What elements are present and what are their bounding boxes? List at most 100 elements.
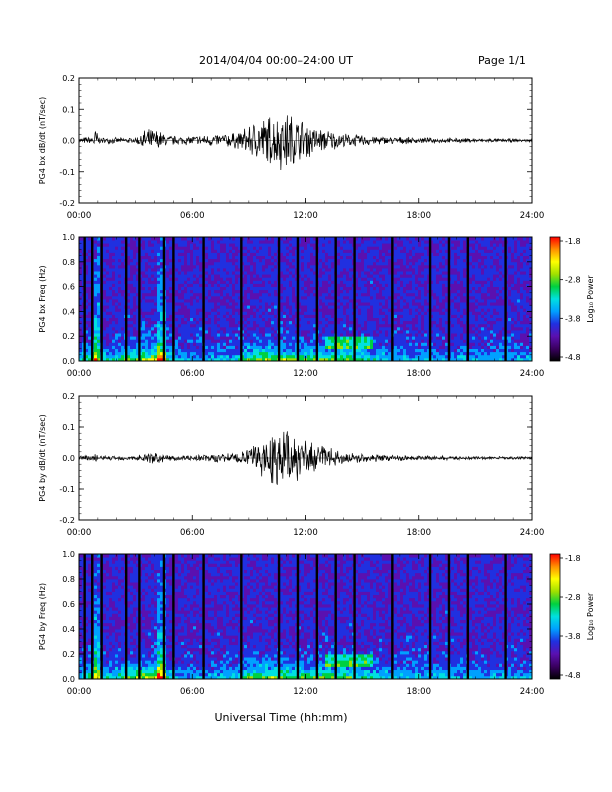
spectrogram-cell <box>181 354 185 359</box>
spectrogram-cell <box>118 280 122 284</box>
spectrogram-cell <box>118 243 122 247</box>
spectrogram-cell <box>130 295 134 300</box>
spectrogram-cell <box>361 295 365 300</box>
spectrogram-cell <box>439 243 443 247</box>
spectrogram-cell <box>226 348 230 353</box>
spectrogram-cell <box>190 292 194 297</box>
spectrogram-cell <box>148 357 152 362</box>
spectrogram-cell <box>283 339 287 343</box>
spectrogram-cell <box>259 258 263 263</box>
spectrogram-cell <box>151 308 155 312</box>
spectrogram-cell <box>421 339 425 343</box>
spectrogram-cell <box>178 323 182 328</box>
spectrogram-cell <box>289 289 293 294</box>
spectrogram-cell <box>415 274 419 278</box>
spectrogram-cell <box>394 280 398 284</box>
spectrogram-cell <box>244 299 248 303</box>
spectrogram-cell <box>121 299 125 303</box>
spectrogram-cell <box>286 308 290 312</box>
spectrogram-cell <box>346 243 350 247</box>
spectrogram-cell <box>166 311 170 315</box>
spectrogram-cell <box>388 317 392 322</box>
spectrogram-cell <box>403 333 407 337</box>
spectrogram-cell <box>226 283 230 287</box>
spectrogram-cell <box>424 289 428 294</box>
spectrogram-cell <box>85 255 89 260</box>
spectrogram-cell <box>343 240 347 244</box>
spectrogram-cell <box>382 299 386 303</box>
spectrogram-cell <box>244 277 248 281</box>
spectrogram-cell <box>385 330 389 334</box>
spectrogram-cell <box>328 308 332 312</box>
spectrogram-cell <box>85 258 89 263</box>
spectrogram-cell <box>184 308 188 312</box>
spectrogram-cell <box>421 305 425 309</box>
spectrogram-cell <box>256 357 260 362</box>
spectrogram-cell <box>430 308 434 312</box>
spectrogram-cell <box>415 283 419 287</box>
spectrogram-cell <box>199 258 203 263</box>
spectrogram-cell <box>412 357 416 362</box>
spectrogram-cell <box>268 261 272 266</box>
spectrogram-cell <box>142 317 146 322</box>
spectrogram-cell <box>310 357 314 362</box>
spectrogram-cell <box>379 308 383 312</box>
spectrogram-cell <box>304 264 308 269</box>
spectrogram-cell <box>256 320 260 325</box>
spectrogram-cell <box>388 243 392 247</box>
spectrogram-cell <box>109 268 113 272</box>
spectrogram-cell <box>232 246 236 250</box>
spectrogram-cell <box>115 252 119 256</box>
spectrogram-cell <box>127 299 131 303</box>
spectrogram-cell <box>145 243 149 247</box>
spectrogram-cell <box>253 308 257 312</box>
spectrogram-cell <box>340 243 344 247</box>
spectrogram-cell <box>121 330 125 334</box>
spectrogram-cell <box>133 237 137 241</box>
spectrogram-cell <box>415 295 419 300</box>
spectrogram-cell <box>421 249 425 253</box>
spectrogram-cell <box>340 323 344 328</box>
spectrogram-cell <box>436 258 440 263</box>
spectrogram-cell <box>238 342 242 346</box>
spectrogram-cell <box>181 330 185 334</box>
spectrogram-cell <box>148 302 152 306</box>
spectrogram-cell <box>295 302 299 306</box>
spectrogram-cell <box>253 249 257 253</box>
spectrogram-cell <box>205 280 209 284</box>
spectrogram-cell <box>424 311 428 315</box>
spectrogram-cell <box>199 295 203 300</box>
spectrogram-cell <box>118 317 122 322</box>
spectrogram-cell <box>94 326 98 331</box>
spectrogram-cell <box>232 243 236 247</box>
spectrogram-cell <box>160 249 164 253</box>
spectrogram-cell <box>337 243 341 247</box>
spectrogram-cell <box>379 342 383 346</box>
spectrogram-cell <box>301 302 305 306</box>
spectrogram-cell <box>418 264 422 269</box>
spectrogram-cell <box>280 299 284 303</box>
spectrogram-cell <box>265 323 269 328</box>
spectrogram-cell <box>298 339 302 343</box>
spectrogram-cell <box>367 271 371 275</box>
spectrogram-cell <box>130 326 134 331</box>
spectrogram-cell <box>232 292 236 297</box>
spectrogram-cell <box>328 302 332 306</box>
spectrogram-cell <box>340 311 344 315</box>
spectrogram-cell <box>205 326 209 331</box>
spectrogram-cell <box>208 357 212 362</box>
spectrogram-cell <box>379 246 383 250</box>
spectrogram-cell <box>349 283 353 287</box>
spectrogram-cell <box>397 249 401 253</box>
spectrogram-cell <box>199 237 203 241</box>
spectrogram-cell <box>175 314 179 318</box>
spectrogram-cell <box>298 345 302 349</box>
spectrogram-cell <box>346 261 350 266</box>
spectrogram-cell <box>241 351 245 356</box>
spectrogram-cell <box>424 351 428 356</box>
spectrogram-cell <box>136 311 140 315</box>
spectrogram-cell <box>436 268 440 272</box>
spectrogram-cell <box>400 261 404 266</box>
spectrogram-cell <box>394 237 398 241</box>
spectrogram-cell <box>367 323 371 328</box>
